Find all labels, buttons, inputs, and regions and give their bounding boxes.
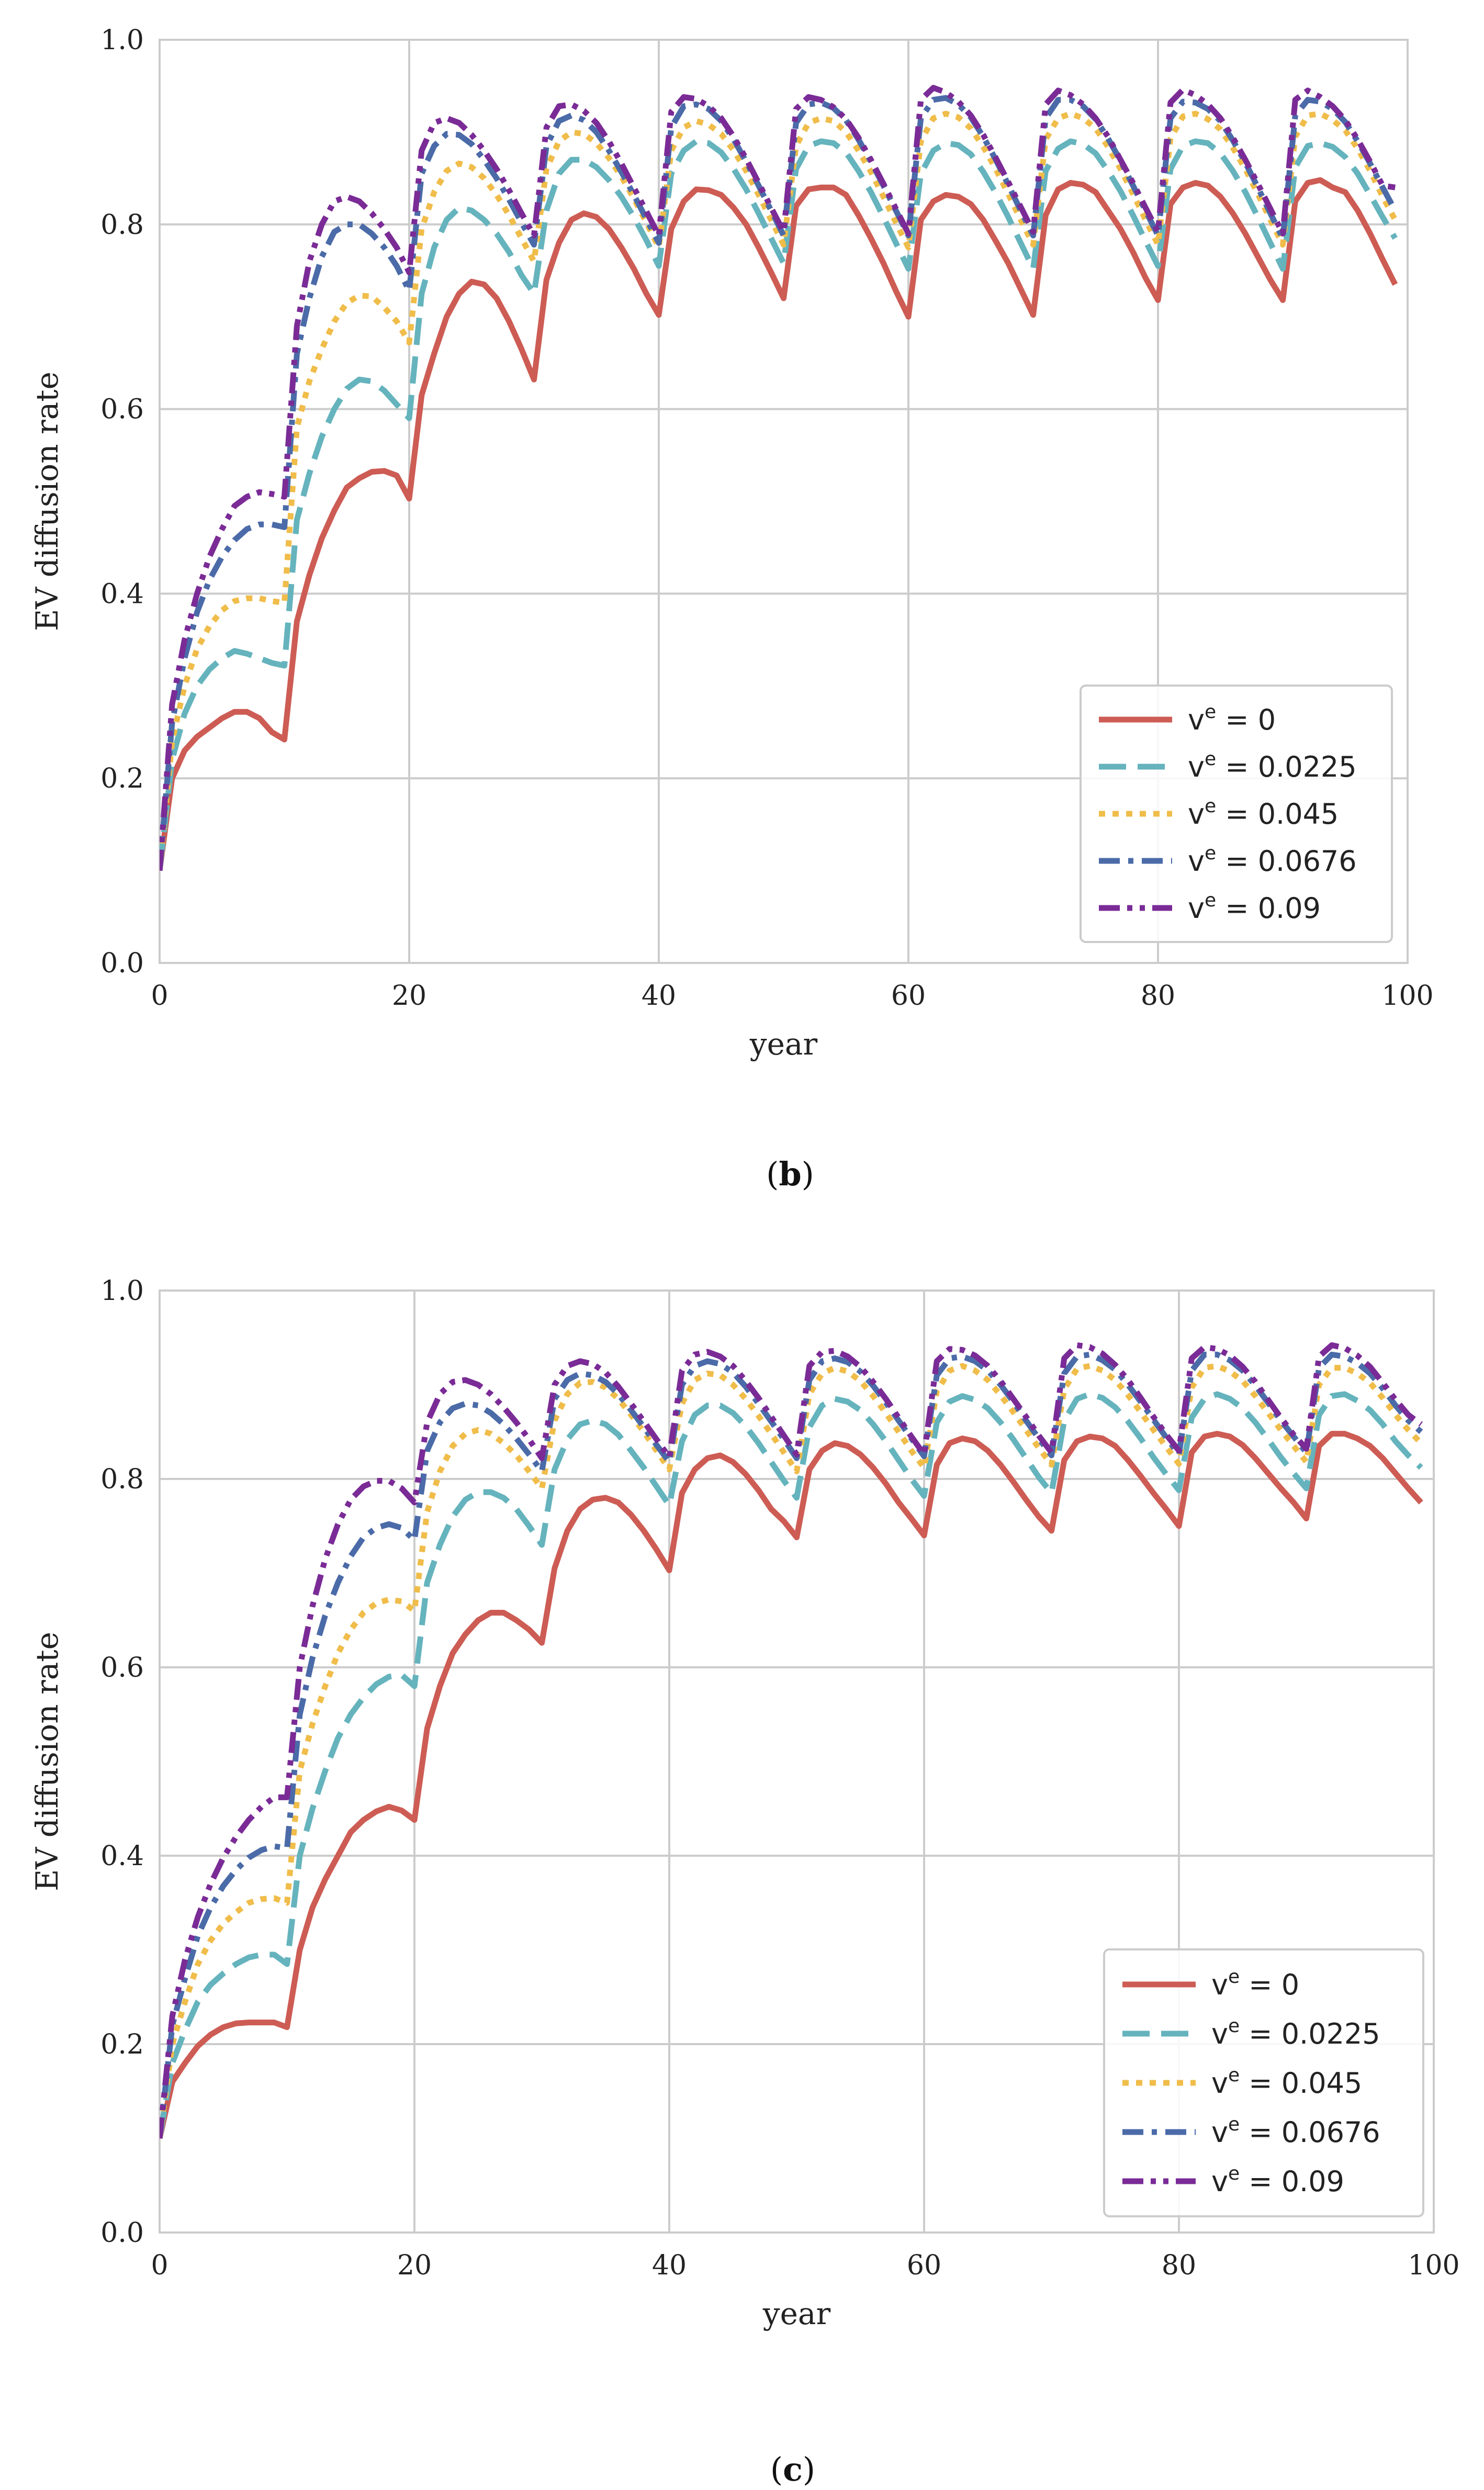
y-tick-label: 0.2 <box>100 763 144 794</box>
x-axis-label: year <box>762 2296 831 2331</box>
y-tick-label: 1.0 <box>100 25 144 56</box>
x-tick-label: 100 <box>1408 2250 1459 2281</box>
legend: ve = 0 ve = 0.0225 ve = 0.045 ve = 0.0676 ve… <box>1080 685 1393 943</box>
y-tick-label: 1.0 <box>100 1275 144 1307</box>
legend-label-v09: ve = 0.09 <box>1211 2163 1344 2198</box>
x-tick-label: 80 <box>1162 2250 1196 2281</box>
legend-label-v045: ve = 0.045 <box>1211 2065 1362 2100</box>
legend-label-v0676: ve = 0.0676 <box>1188 843 1357 878</box>
legend-label-v09: ve = 0.09 <box>1188 890 1321 925</box>
series-line-v0 <box>160 1431 1423 2139</box>
y-tick-label: 0.8 <box>100 1464 144 1495</box>
x-tick-label: 60 <box>891 980 926 1012</box>
series-line-v0 <box>160 177 1398 871</box>
y-tick-label: 0.6 <box>100 1652 144 1684</box>
series-line-v045 <box>160 1363 1423 2139</box>
legend-label-v0225: ve = 0.0225 <box>1188 748 1357 783</box>
x-tick-label: 0 <box>151 980 168 1012</box>
x-tick-label: 40 <box>642 980 676 1012</box>
series-line-v09 <box>160 1342 1423 2139</box>
y-tick-label: 0.4 <box>100 578 144 610</box>
legend-box <box>1080 685 1393 943</box>
plot-frame <box>159 39 1409 964</box>
series-group <box>160 1342 1423 2139</box>
y-axis-label: EV diffusion rate <box>29 1632 65 1891</box>
x-tick-label: 0 <box>151 2250 168 2281</box>
x-tick-label: 40 <box>652 2250 687 2281</box>
x-tick-label: 20 <box>397 2250 432 2281</box>
y-tick-label: 0.0 <box>100 2217 144 2249</box>
y-tick-label: 0.6 <box>100 394 144 425</box>
y-tick-label: 0.8 <box>100 209 144 241</box>
y-tick-label: 0.0 <box>100 948 144 979</box>
y-tick-label: 0.2 <box>100 2029 144 2060</box>
series-group <box>160 85 1398 871</box>
legend-label-v0225: ve = 0.0225 <box>1211 2015 1380 2050</box>
plot-frame <box>159 1289 1435 2234</box>
panel-caption: (b) <box>766 1155 814 1193</box>
chart-panel-c: 0 20 40 60 80 100 0.0 0.2 0.4 0.6 0.8 1.0 year EV dif… <box>29 1275 1460 2488</box>
series-line-v0676 <box>160 1351 1423 2139</box>
legend-label-v0: ve = 0 <box>1211 1966 1299 2001</box>
x-tick-label: 20 <box>392 980 426 1012</box>
series-line-v0225 <box>160 1391 1423 2139</box>
y-tick-label: 0.4 <box>100 1841 144 1872</box>
panel-caption: (c) <box>770 2450 815 2488</box>
legend-label-v045: ve = 0.045 <box>1188 795 1339 831</box>
series-line-v045 <box>160 110 1398 871</box>
x-tick-label: 100 <box>1381 980 1433 1012</box>
x-tick-label: 80 <box>1141 980 1175 1012</box>
x-tick-label: 60 <box>907 2250 941 2281</box>
legend-label-v0676: ve = 0.0676 <box>1211 2114 1380 2149</box>
legend-label-v0: ve = 0 <box>1188 701 1276 736</box>
y-axis-label: EV diffusion rate <box>29 372 65 631</box>
chart-panel-b: 0 20 40 60 80 100 0.0 0.2 0.4 0.6 0.8 1.0 year EV dif… <box>29 25 1434 1193</box>
x-axis-label: year <box>749 1026 818 1062</box>
legend: ve = 0 ve = 0.0225 ve = 0.045 ve = 0.0676 ve… <box>1103 1948 1424 2217</box>
legend-box <box>1103 1948 1424 2217</box>
series-line-v09 <box>160 85 1396 871</box>
series-line-v0225 <box>160 138 1398 871</box>
